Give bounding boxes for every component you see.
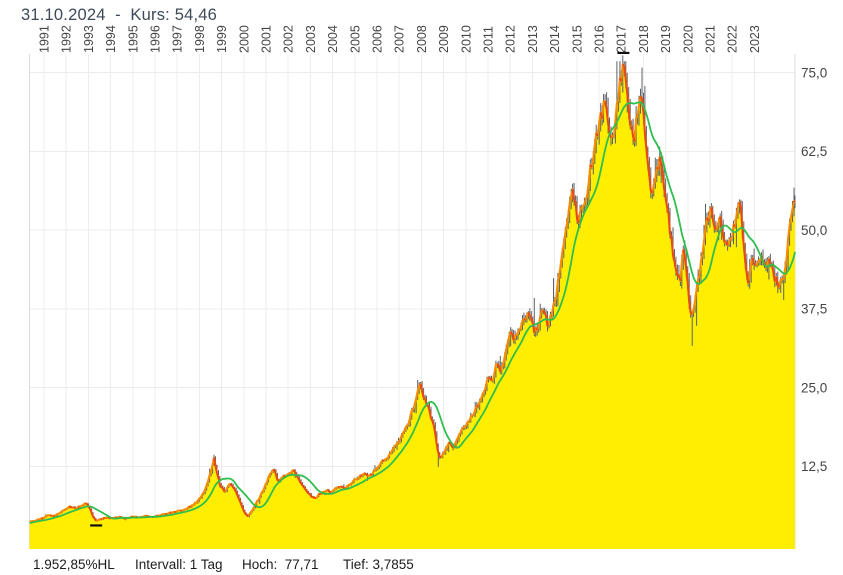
svg-text:2004: 2004 <box>326 25 340 53</box>
svg-text:1997: 1997 <box>171 25 185 53</box>
svg-text:2021: 2021 <box>704 25 718 53</box>
svg-text:37,5: 37,5 <box>801 302 827 317</box>
svg-text:1992: 1992 <box>60 25 74 53</box>
svg-text:2016: 2016 <box>593 25 607 53</box>
svg-text:1999: 1999 <box>215 25 229 53</box>
y-axis-price-labels: 12,5 25,0 37,5 50,0 62,5 75,0 <box>801 65 827 474</box>
svg-text:2006: 2006 <box>371 25 385 53</box>
svg-text:2022: 2022 <box>726 25 740 53</box>
svg-text:2018: 2018 <box>637 25 651 53</box>
svg-text:2009: 2009 <box>437 25 451 53</box>
svg-text:2007: 2007 <box>393 25 407 53</box>
svg-text:2015: 2015 <box>570 25 584 53</box>
x-axis-year-labels: 1991 1992 1993 1994 1995 1996 1997 1998 1999 2000… <box>38 25 762 53</box>
svg-text:1993: 1993 <box>82 25 96 53</box>
high-marker <box>617 51 630 55</box>
svg-text:2001: 2001 <box>260 25 274 53</box>
low-marker <box>90 524 103 527</box>
status-low: Tief: 3,7855 <box>343 557 414 572</box>
svg-text:2000: 2000 <box>237 25 251 53</box>
price-area <box>29 64 795 550</box>
svg-text:2005: 2005 <box>348 25 362 53</box>
svg-text:62,5: 62,5 <box>801 144 827 159</box>
svg-text:2010: 2010 <box>459 25 473 53</box>
svg-text:1994: 1994 <box>104 25 118 53</box>
price-line-down-segments <box>41 63 796 522</box>
status-bar: 1.952,85%HL Intervall: 1 Tag Hoch: 77,71… <box>0 557 843 575</box>
svg-text:1995: 1995 <box>126 25 140 53</box>
svg-text:75,0: 75,0 <box>801 65 827 80</box>
status-change-percent: 1.952,85%HL <box>33 557 115 572</box>
svg-text:2012: 2012 <box>504 25 518 53</box>
status-interval: Intervall: 1 Tag <box>135 557 223 572</box>
svg-text:2011: 2011 <box>482 26 496 53</box>
svg-text:1991: 1991 <box>38 25 52 53</box>
svg-text:2019: 2019 <box>659 25 673 53</box>
svg-text:2017: 2017 <box>615 25 629 53</box>
svg-text:50,0: 50,0 <box>801 223 827 238</box>
svg-text:2002: 2002 <box>282 25 296 53</box>
svg-text:2023: 2023 <box>748 25 762 53</box>
svg-text:2014: 2014 <box>548 25 562 53</box>
svg-text:2013: 2013 <box>526 25 540 53</box>
svg-text:2008: 2008 <box>415 25 429 53</box>
svg-text:25,0: 25,0 <box>801 380 827 395</box>
status-high: Hoch: 77,71 <box>242 557 319 572</box>
svg-text:1998: 1998 <box>193 25 207 53</box>
svg-text:2020: 2020 <box>681 25 695 53</box>
chart-title: 31.10.2024 - Kurs: 54,46 <box>21 6 217 24</box>
svg-text:12,5: 12,5 <box>801 459 827 474</box>
svg-text:2003: 2003 <box>304 25 318 53</box>
moving-average-line <box>29 101 796 524</box>
svg-text:1996: 1996 <box>149 25 163 53</box>
